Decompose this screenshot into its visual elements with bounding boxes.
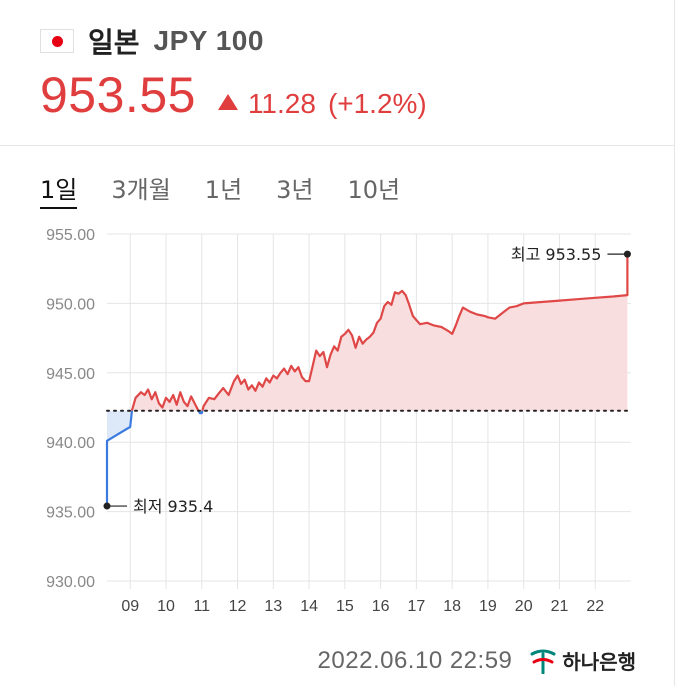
divider: [0, 145, 675, 146]
tab-3y[interactable]: 3년: [276, 176, 314, 204]
tab-1y[interactable]: 1년: [204, 176, 243, 204]
change-percent: (+1.2%): [327, 88, 427, 119]
price-change: 11.28 (+1.2%): [217, 88, 427, 120]
x-tick-label: 21: [551, 598, 569, 615]
x-tick-label: 14: [300, 598, 318, 615]
brand: 하나은행: [528, 646, 636, 675]
x-tick-label: 13: [264, 598, 282, 615]
x-tick-label: 20: [515, 598, 533, 615]
title-row: 일본 JPY 100: [40, 22, 427, 60]
x-tick-label: 09: [121, 598, 139, 615]
x-tick-label: 10: [157, 598, 175, 615]
x-tick-label: 19: [479, 598, 497, 615]
header: 일본 JPY 100 953.55 11.28 (+1.2%): [40, 22, 427, 124]
hana-bank-logo-icon: [530, 649, 556, 674]
y-tick-label: 945.00: [46, 366, 95, 383]
max-label: 최고 953.55: [511, 245, 602, 264]
exchange-rate-chart: 955.00 950.00 945.00 940.00 935.00 930.00 09 10…: [46, 227, 632, 615]
y-tick-label: 935.00: [46, 505, 95, 522]
x-tick-label: 12: [229, 598, 247, 615]
x-tick-label: 15: [336, 598, 354, 615]
x-tick-label: 11: [193, 598, 210, 615]
tab-1d[interactable]: 1일: [40, 170, 78, 209]
triangle-up-icon: [217, 94, 238, 110]
brand-name: 하나은행: [562, 650, 636, 674]
tab-3m[interactable]: 3개월: [111, 176, 171, 204]
price-row: 953.55 11.28 (+1.2%): [40, 66, 427, 124]
period-tabs: 1일 3개월 1년 3년 10년: [40, 170, 400, 209]
y-tick-label: 940.00: [46, 435, 95, 452]
change-value: 11.28: [247, 88, 316, 119]
x-tick-label: 22: [586, 598, 604, 615]
footer: 2022.06.10 22:59 하나은행: [318, 646, 636, 675]
japan-flag-icon: [40, 29, 74, 53]
currency-pair: JPY 100: [153, 25, 264, 56]
min-label: 최저 935.4: [133, 497, 213, 516]
tab-10y[interactable]: 10년: [347, 176, 401, 204]
timestamp: 2022.06.10 22:59: [317, 646, 513, 674]
country-name: 일본: [88, 26, 140, 59]
current-price: 953.55: [40, 67, 196, 123]
min-point: [103, 502, 111, 510]
x-tick-label: 16: [372, 598, 390, 615]
x-tick-label: 18: [443, 598, 461, 615]
y-tick-label: 955.00: [46, 227, 95, 244]
x-tick-label: 17: [407, 598, 425, 615]
y-tick-label: 930.00: [46, 574, 95, 591]
y-tick-label: 950.00: [46, 296, 95, 313]
max-point: [623, 250, 631, 258]
series-line-above: [130, 254, 629, 411]
area-fill-above: [131, 254, 628, 411]
